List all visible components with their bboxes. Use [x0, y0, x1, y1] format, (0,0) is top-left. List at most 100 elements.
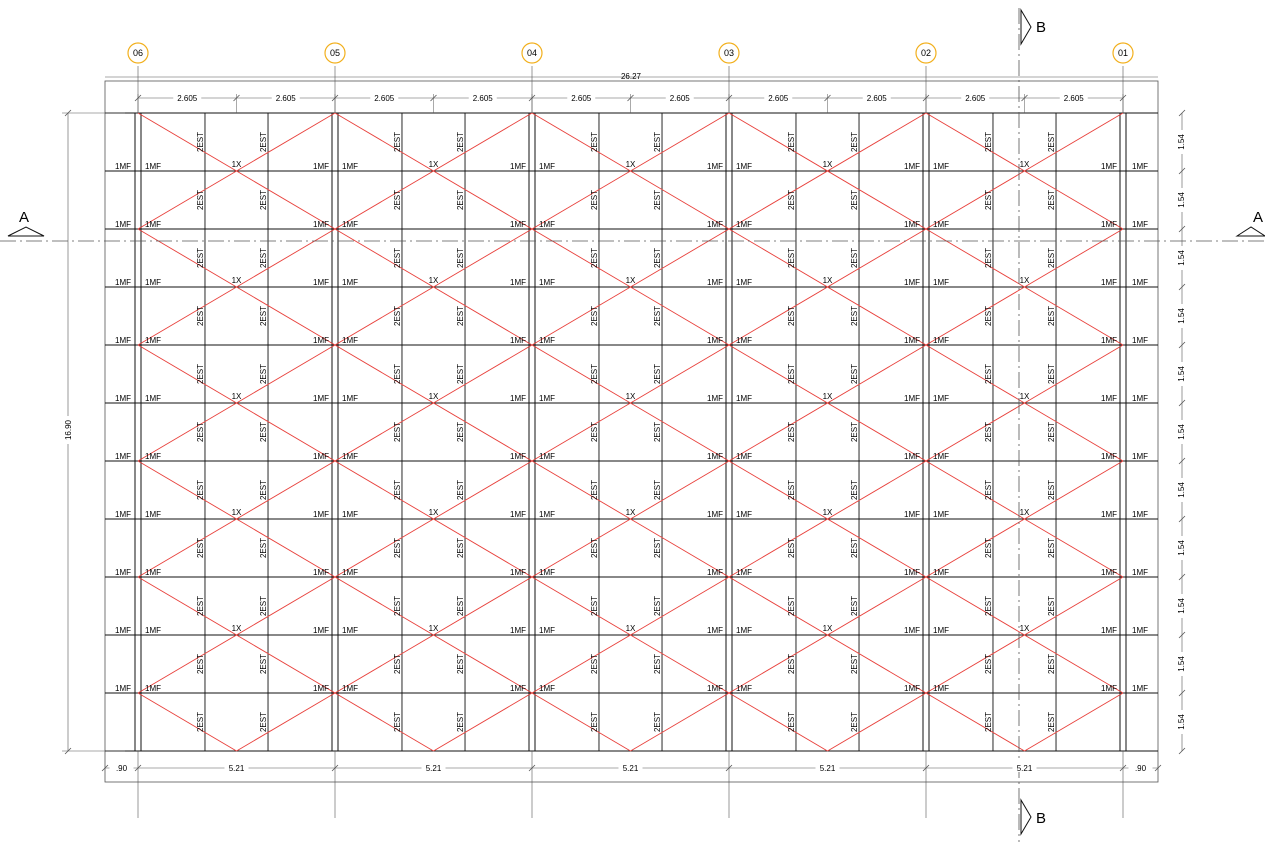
member-label-x: 1X	[823, 160, 833, 169]
member-label-est: 2EST	[850, 190, 859, 210]
member-label-mf: 1MF	[342, 336, 358, 345]
member-label-est: 2EST	[787, 480, 796, 500]
member-label-est: 2EST	[393, 596, 402, 616]
bottom-dim-label: 5.21	[623, 764, 639, 773]
dim-tick	[922, 764, 930, 772]
member-label-mf: 1MF	[904, 452, 920, 461]
member-label-mf: 1MF	[933, 510, 949, 519]
axis-bubble-label: 01	[1118, 48, 1128, 58]
member-label-est: 2EST	[787, 306, 796, 326]
member-label-est: 2EST	[456, 538, 465, 558]
member-label-mf: 1MF	[145, 278, 161, 287]
member-label-x: 1X	[429, 392, 439, 401]
member-label-mf: 1MF	[115, 626, 131, 635]
member-label-x: 1X	[823, 508, 833, 517]
member-label-x: 1X	[823, 624, 833, 633]
bracing-diagonal	[925, 576, 1124, 694]
member-label-mf: 1MF	[510, 220, 526, 229]
member-label-mf: 1MF	[1132, 336, 1148, 345]
member-label-est: 2EST	[393, 480, 402, 500]
dim-tick	[101, 764, 109, 772]
member-label-mf: 1MF	[1101, 684, 1117, 693]
member-label-est: 2EST	[653, 248, 662, 268]
member-label-mf: 1MF	[1132, 626, 1148, 635]
dim-label-bg	[1059, 92, 1088, 102]
bracing-diagonal	[137, 460, 336, 578]
member-label-x: 1X	[1020, 624, 1030, 633]
member-label-est: 2EST	[787, 422, 796, 442]
section-b-arrow-bottom	[1020, 798, 1032, 836]
right-dim-label: 1.54	[1177, 714, 1186, 730]
member-label-mf: 1MF	[707, 220, 723, 229]
member-label-est: 2EST	[787, 364, 796, 384]
member-label-mf: 1MF	[1132, 510, 1148, 519]
member-label-x: 1X	[626, 160, 636, 169]
member-label-mf: 1MF	[736, 452, 752, 461]
right-dim-label: 1.54	[1177, 192, 1186, 208]
member-label-mf: 1MF	[510, 278, 526, 287]
member-label-est: 2EST	[787, 132, 796, 152]
member-label-mf: 1MF	[115, 568, 131, 577]
member-label-mf: 1MF	[1101, 220, 1117, 229]
member-label-mf: 1MF	[510, 684, 526, 693]
member-label-est: 2EST	[196, 654, 205, 674]
member-label-mf: 1MF	[510, 336, 526, 345]
member-label-est: 2EST	[590, 596, 599, 616]
dim-label-bg	[1176, 420, 1186, 444]
bracing-diagonal	[137, 692, 237, 752]
bracing-diagonal	[728, 112, 927, 230]
member-label-est: 2EST	[850, 248, 859, 268]
member-label-x: 1X	[429, 160, 439, 169]
dim-label-bg	[1176, 594, 1186, 618]
bracing-diagonal	[827, 692, 927, 752]
dim-tick	[528, 764, 536, 772]
dim-label-bg	[961, 92, 990, 102]
section-b-label: B	[1036, 810, 1046, 827]
dim-label-bg	[1176, 188, 1186, 212]
member-label-est: 2EST	[984, 364, 993, 384]
dim-label-bg	[1012, 762, 1037, 772]
member-label-mf: 1MF	[539, 162, 555, 171]
member-label-est: 2EST	[259, 538, 268, 558]
bottom-dim-label: .90	[1135, 764, 1147, 773]
bracing-diagonal	[728, 228, 927, 346]
member-label-est: 2EST	[653, 538, 662, 558]
member-label-est: 2EST	[456, 248, 465, 268]
dim-label-bg	[1176, 304, 1186, 328]
member-label-mf: 1MF	[904, 684, 920, 693]
member-label-mf: 1MF	[1101, 394, 1117, 403]
member-label-est: 2EST	[590, 132, 599, 152]
dim-label-bg	[862, 92, 891, 102]
member-label-x: 1X	[1020, 508, 1030, 517]
member-label-est: 2EST	[590, 712, 599, 732]
member-label-mf: 1MF	[539, 510, 555, 519]
member-label-est: 2EST	[1047, 248, 1056, 268]
member-label-est: 2EST	[850, 132, 859, 152]
member-label-mf: 1MF	[1101, 452, 1117, 461]
member-label-mf: 1MF	[510, 452, 526, 461]
member-label-est: 2EST	[1047, 596, 1056, 616]
member-label-est: 2EST	[456, 364, 465, 384]
top-dim-label: 2.605	[965, 94, 986, 103]
dim-label-bg	[468, 92, 497, 102]
member-label-mf: 1MF	[313, 452, 329, 461]
member-label-est: 2EST	[787, 248, 796, 268]
dim-label-bg	[109, 762, 134, 772]
member-label-x: 1X	[626, 392, 636, 401]
dim-label-bg	[1176, 710, 1186, 734]
member-label-mf: 1MF	[1101, 278, 1117, 287]
member-label-est: 2EST	[984, 712, 993, 732]
member-label-est: 2EST	[984, 538, 993, 558]
member-label-est: 2EST	[850, 364, 859, 384]
bottom-dim-label: 5.21	[1017, 764, 1033, 773]
member-label-mf: 1MF	[115, 394, 131, 403]
member-label-x: 1X	[232, 624, 242, 633]
member-label-mf: 1MF	[736, 278, 752, 287]
right-dim-label: 1.54	[1177, 308, 1186, 324]
member-label-mf: 1MF	[342, 394, 358, 403]
bracing-diagonal	[236, 692, 336, 752]
section-a-label: A	[1253, 209, 1263, 226]
member-label-mf: 1MF	[313, 684, 329, 693]
member-label-x: 1X	[1020, 392, 1030, 401]
